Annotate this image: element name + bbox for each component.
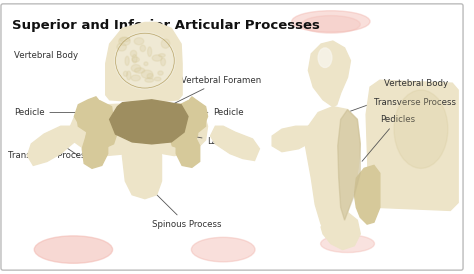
Ellipse shape xyxy=(191,237,255,262)
Ellipse shape xyxy=(154,77,161,81)
Ellipse shape xyxy=(123,71,128,76)
Ellipse shape xyxy=(152,55,162,61)
Text: Vertebral Foramen: Vertebral Foramen xyxy=(145,76,261,118)
Polygon shape xyxy=(109,100,188,144)
Ellipse shape xyxy=(161,39,170,48)
Polygon shape xyxy=(210,126,259,161)
Text: Pedicle: Pedicle xyxy=(199,108,244,117)
Polygon shape xyxy=(309,41,350,107)
Ellipse shape xyxy=(118,37,130,45)
Polygon shape xyxy=(305,107,360,230)
Ellipse shape xyxy=(147,47,152,56)
Ellipse shape xyxy=(320,235,374,253)
Polygon shape xyxy=(82,126,108,168)
Ellipse shape xyxy=(115,32,175,89)
Polygon shape xyxy=(355,165,380,224)
Polygon shape xyxy=(74,97,104,126)
Ellipse shape xyxy=(147,73,153,79)
Polygon shape xyxy=(106,22,182,103)
Text: Transverse Process: Transverse Process xyxy=(8,151,90,160)
Text: Lamina: Lamina xyxy=(184,135,239,146)
Ellipse shape xyxy=(161,58,165,66)
Ellipse shape xyxy=(145,78,154,82)
Ellipse shape xyxy=(125,56,129,65)
Ellipse shape xyxy=(130,50,137,57)
Ellipse shape xyxy=(132,57,139,62)
Polygon shape xyxy=(321,210,360,250)
Polygon shape xyxy=(366,80,458,210)
Polygon shape xyxy=(27,126,78,165)
Text: Pedicles: Pedicles xyxy=(362,115,415,161)
Polygon shape xyxy=(71,103,208,156)
Ellipse shape xyxy=(144,62,148,65)
Ellipse shape xyxy=(140,45,146,52)
Text: Vertebral Body: Vertebral Body xyxy=(384,79,448,88)
Polygon shape xyxy=(76,101,114,134)
Text: Spinous Process: Spinous Process xyxy=(147,185,221,229)
Polygon shape xyxy=(176,126,200,167)
Text: Superior and Inferior Articular Processes: Superior and Inferior Articular Processe… xyxy=(12,19,319,32)
Polygon shape xyxy=(168,116,198,150)
Polygon shape xyxy=(338,110,360,220)
FancyBboxPatch shape xyxy=(1,4,463,270)
Ellipse shape xyxy=(127,71,131,80)
Ellipse shape xyxy=(301,16,360,33)
Text: Vertebral Body: Vertebral Body xyxy=(14,51,78,60)
Ellipse shape xyxy=(292,11,370,32)
Ellipse shape xyxy=(134,38,144,45)
Ellipse shape xyxy=(135,68,145,73)
Polygon shape xyxy=(86,116,118,149)
Polygon shape xyxy=(122,126,162,199)
Polygon shape xyxy=(272,126,313,152)
Ellipse shape xyxy=(120,38,130,42)
Ellipse shape xyxy=(117,43,127,51)
Ellipse shape xyxy=(131,64,141,72)
Polygon shape xyxy=(182,97,208,126)
Polygon shape xyxy=(174,101,206,134)
Ellipse shape xyxy=(34,236,113,263)
Ellipse shape xyxy=(131,75,140,81)
Ellipse shape xyxy=(132,55,137,63)
Ellipse shape xyxy=(158,71,163,75)
Text: Pedicle: Pedicle xyxy=(14,108,83,117)
Ellipse shape xyxy=(318,48,332,67)
Ellipse shape xyxy=(141,70,153,78)
Ellipse shape xyxy=(394,90,448,168)
Ellipse shape xyxy=(159,54,165,57)
Text: Transverse Process: Transverse Process xyxy=(374,98,456,107)
